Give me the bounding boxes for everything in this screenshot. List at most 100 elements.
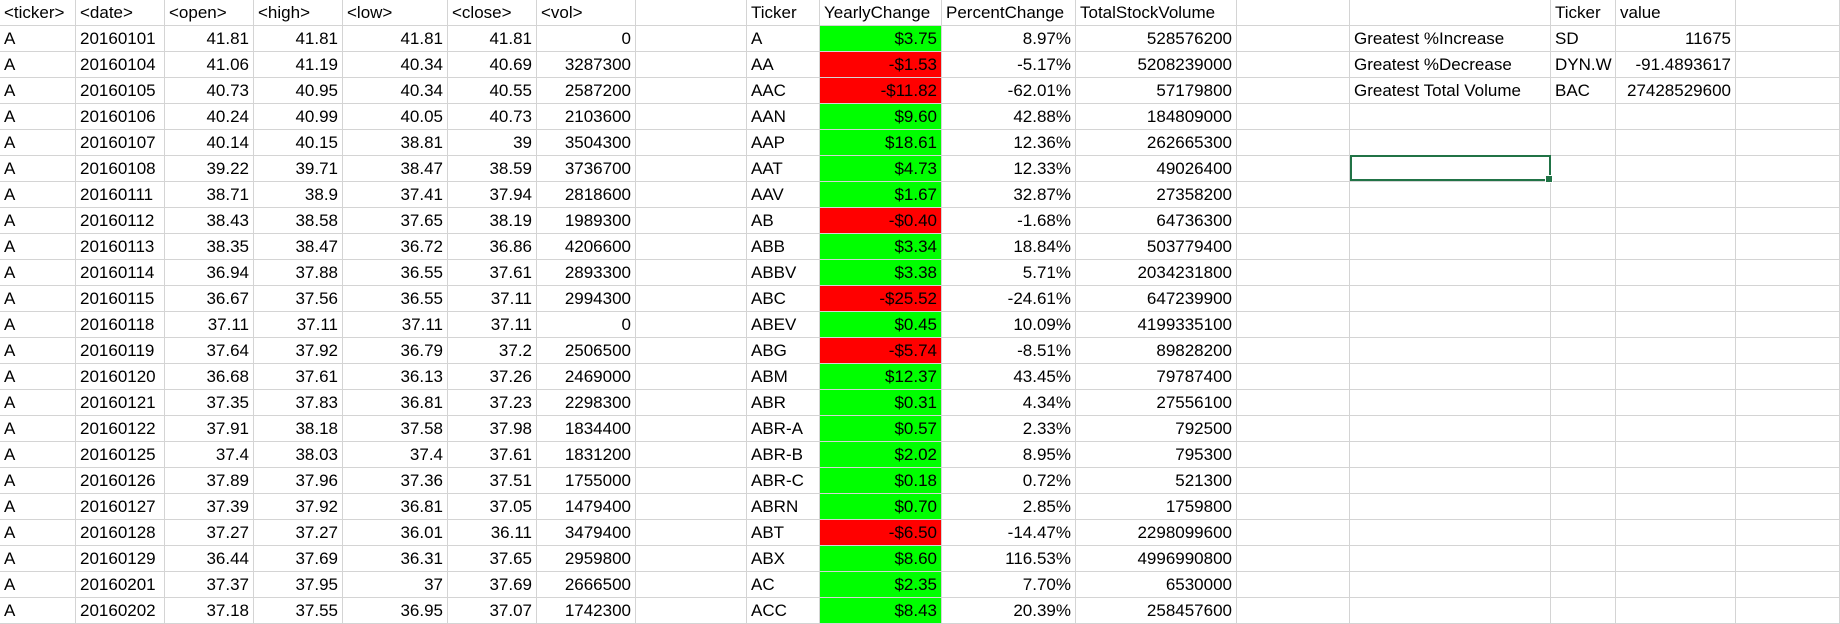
raw-data-cell[interactable]: 41.06 [165, 52, 254, 78]
raw-data-cell[interactable]: 20160129 [76, 546, 165, 572]
summary-ticker-cell[interactable]: AAP [747, 130, 820, 156]
raw-data-cell[interactable]: 37.41 [343, 182, 448, 208]
grid-cell[interactable] [1736, 234, 1840, 260]
grid-cell[interactable] [1350, 0, 1551, 26]
grid-cell[interactable] [636, 130, 747, 156]
raw-data-cell[interactable]: 38.18 [254, 416, 343, 442]
grid-cell[interactable] [1350, 312, 1551, 338]
raw-data-cell[interactable]: 37.89 [165, 468, 254, 494]
grid-cell[interactable] [1350, 286, 1551, 312]
raw-data-cell[interactable]: 37.83 [254, 390, 343, 416]
greatest-ticker-cell[interactable]: SD [1551, 26, 1616, 52]
raw-data-cell[interactable]: A [0, 312, 76, 338]
summary-ticker-cell[interactable]: ABB [747, 234, 820, 260]
grid-cell[interactable] [1616, 442, 1736, 468]
raw-data-cell[interactable]: 20160202 [76, 598, 165, 624]
raw-data-cell[interactable]: 37.2 [448, 338, 537, 364]
total-volume-cell[interactable]: 792500 [1076, 416, 1237, 442]
raw-data-cell[interactable]: 36.79 [343, 338, 448, 364]
greatest-label-cell[interactable]: Greatest %Decrease [1350, 52, 1551, 78]
summary-ticker-cell[interactable]: AA [747, 52, 820, 78]
raw-data-cell[interactable]: 2298300 [537, 390, 636, 416]
percent-change-cell[interactable]: -8.51% [942, 338, 1076, 364]
raw-data-cell[interactable]: 20160108 [76, 156, 165, 182]
raw-data-cell[interactable]: 40.24 [165, 104, 254, 130]
yearly-change-cell[interactable]: -$6.50 [820, 520, 942, 546]
raw-data-cell[interactable]: 41.19 [254, 52, 343, 78]
grid-cell[interactable] [1237, 364, 1350, 390]
grid-cell[interactable] [1237, 52, 1350, 78]
grid-cell[interactable] [1616, 546, 1736, 572]
raw-data-cell[interactable]: 20160101 [76, 26, 165, 52]
total-volume-cell[interactable]: 262665300 [1076, 130, 1237, 156]
raw-data-cell[interactable]: 37.65 [343, 208, 448, 234]
grid-cell[interactable] [636, 234, 747, 260]
raw-data-cell[interactable]: 36.31 [343, 546, 448, 572]
grid-cell[interactable] [636, 572, 747, 598]
yearly-change-cell[interactable]: $0.31 [820, 390, 942, 416]
raw-data-cell[interactable]: A [0, 416, 76, 442]
raw-data-cell[interactable]: A [0, 260, 76, 286]
grid-cell[interactable] [1350, 416, 1551, 442]
raw-data-cell[interactable]: 36.67 [165, 286, 254, 312]
grid-cell[interactable] [1551, 572, 1616, 598]
yearly-change-cell[interactable]: $4.73 [820, 156, 942, 182]
grid-cell[interactable] [1736, 494, 1840, 520]
yearly-change-cell[interactable]: $2.35 [820, 572, 942, 598]
grid-cell[interactable] [636, 442, 747, 468]
total-volume-cell[interactable]: 2298099600 [1076, 520, 1237, 546]
grid-cell[interactable] [636, 312, 747, 338]
yearly-change-cell[interactable]: $0.18 [820, 468, 942, 494]
grid-cell[interactable] [1736, 598, 1840, 624]
grid-cell[interactable] [1237, 546, 1350, 572]
raw-data-cell[interactable]: 37.11 [448, 286, 537, 312]
grid-cell[interactable] [1350, 572, 1551, 598]
raw-data-cell[interactable]: A [0, 104, 76, 130]
raw-data-cell[interactable]: 37.35 [165, 390, 254, 416]
total-volume-cell[interactable]: 5208239000 [1076, 52, 1237, 78]
grid-cell[interactable] [1736, 312, 1840, 338]
grid-cell[interactable] [1736, 182, 1840, 208]
yearly-change-cell[interactable]: $1.67 [820, 182, 942, 208]
raw-data-cell[interactable]: 20160105 [76, 78, 165, 104]
percent-change-cell[interactable]: 5.71% [942, 260, 1076, 286]
grid-cell[interactable] [1350, 468, 1551, 494]
grid-cell[interactable] [636, 104, 747, 130]
yearly-change-cell[interactable]: -$5.74 [820, 338, 942, 364]
greatest-header-value[interactable]: value [1616, 0, 1736, 26]
active-cell-selection[interactable] [1350, 155, 1553, 183]
summary-ticker-cell[interactable]: ABR [747, 390, 820, 416]
summary-ticker-cell[interactable]: ABG [747, 338, 820, 364]
raw-data-cell[interactable]: 41.81 [448, 26, 537, 52]
grid-cell[interactable] [1237, 234, 1350, 260]
raw-data-cell[interactable]: 20160128 [76, 520, 165, 546]
raw-data-cell[interactable]: 20160127 [76, 494, 165, 520]
grid-cell[interactable] [1237, 286, 1350, 312]
yearly-change-cell[interactable]: -$1.53 [820, 52, 942, 78]
raw-data-cell[interactable]: A [0, 286, 76, 312]
percent-change-cell[interactable]: -1.68% [942, 208, 1076, 234]
grid-cell[interactable] [636, 546, 747, 572]
grid-cell[interactable] [1551, 260, 1616, 286]
grid-cell[interactable] [1350, 104, 1551, 130]
raw-data-cell[interactable]: 38.43 [165, 208, 254, 234]
raw-data-cell[interactable]: 20160126 [76, 468, 165, 494]
raw-data-cell[interactable]: 1479400 [537, 494, 636, 520]
raw-header-cell[interactable]: <date> [76, 0, 165, 26]
grid-cell[interactable] [1616, 182, 1736, 208]
total-volume-cell[interactable]: 521300 [1076, 468, 1237, 494]
grid-cell[interactable] [1237, 156, 1350, 182]
grid-cell[interactable] [1350, 494, 1551, 520]
yearly-change-cell[interactable]: $8.43 [820, 598, 942, 624]
raw-data-cell[interactable]: 36.72 [343, 234, 448, 260]
summary-ticker-cell[interactable]: AAN [747, 104, 820, 130]
raw-data-cell[interactable]: 40.99 [254, 104, 343, 130]
raw-data-cell[interactable]: A [0, 572, 76, 598]
percent-change-cell[interactable]: 7.70% [942, 572, 1076, 598]
grid-cell[interactable] [1616, 364, 1736, 390]
raw-header-cell[interactable]: <open> [165, 0, 254, 26]
grid-cell[interactable] [1736, 26, 1840, 52]
grid-cell[interactable] [1551, 182, 1616, 208]
yearly-change-cell[interactable]: $12.37 [820, 364, 942, 390]
raw-data-cell[interactable]: A [0, 338, 76, 364]
